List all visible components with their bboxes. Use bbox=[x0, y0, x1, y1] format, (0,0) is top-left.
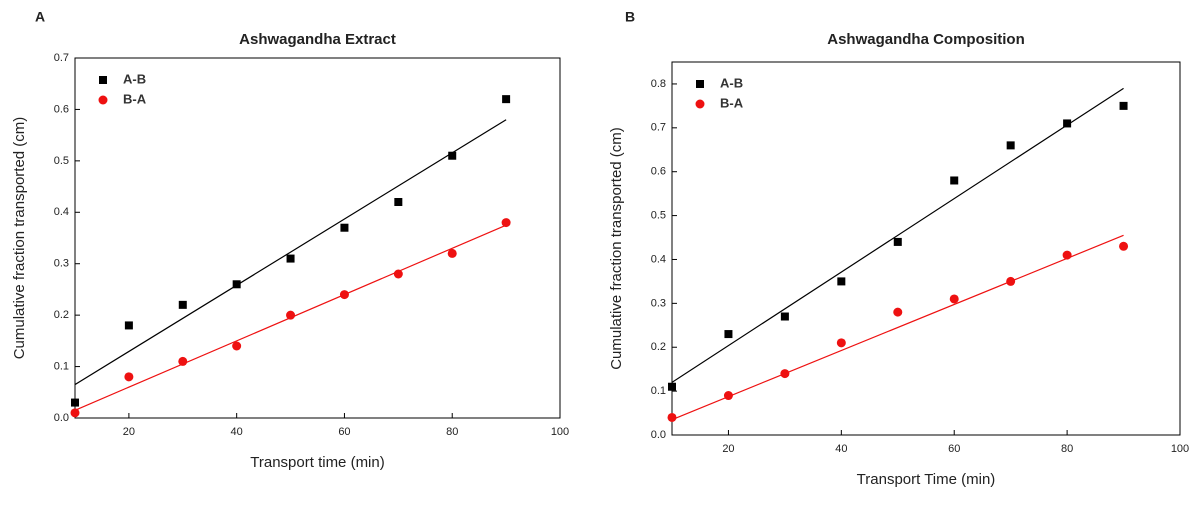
point bbox=[178, 356, 188, 366]
fit-line bbox=[74, 119, 507, 386]
legend-marker bbox=[696, 80, 704, 88]
legend-marker bbox=[99, 76, 107, 84]
point bbox=[232, 280, 241, 289]
point bbox=[780, 312, 789, 321]
point bbox=[836, 338, 846, 348]
x-tick-label: 100 bbox=[1171, 443, 1189, 455]
y-tick-label: 0.4 bbox=[651, 253, 666, 265]
y-tick-label: 0.7 bbox=[651, 122, 666, 134]
x-tick-label: 40 bbox=[231, 426, 243, 438]
point bbox=[124, 372, 134, 382]
point bbox=[124, 321, 133, 330]
y-tick-label: 0.0 bbox=[651, 429, 666, 441]
point bbox=[667, 412, 677, 422]
y-axis-label: Cumulative fraction transported (cm) bbox=[11, 117, 28, 360]
point bbox=[893, 237, 902, 246]
point bbox=[447, 248, 457, 258]
x-tick-label: 60 bbox=[338, 426, 350, 438]
point bbox=[502, 95, 511, 104]
x-axis-label: Transport time (min) bbox=[250, 454, 384, 471]
point bbox=[1119, 101, 1128, 110]
point bbox=[70, 408, 80, 418]
point bbox=[1119, 241, 1129, 251]
legend-marker bbox=[695, 99, 705, 109]
y-tick-label: 0.2 bbox=[54, 309, 69, 321]
y-tick-label: 0.1 bbox=[651, 385, 666, 397]
legend-label: A-B bbox=[720, 75, 743, 90]
y-tick-label: 0.8 bbox=[651, 78, 666, 90]
y-tick-label: 0.3 bbox=[651, 297, 666, 309]
point bbox=[1006, 276, 1016, 286]
y-tick-label: 0.3 bbox=[54, 258, 69, 270]
point bbox=[178, 300, 187, 309]
point bbox=[340, 223, 349, 232]
x-tick-label: 20 bbox=[722, 443, 734, 455]
panel-label: A bbox=[35, 9, 45, 25]
point bbox=[1006, 141, 1015, 150]
point bbox=[949, 294, 959, 304]
x-tick-label: 40 bbox=[835, 443, 847, 455]
x-tick-label: 100 bbox=[551, 426, 569, 438]
fit-line bbox=[671, 87, 1124, 383]
point bbox=[286, 254, 295, 263]
legend-marker bbox=[98, 95, 108, 105]
point bbox=[893, 307, 903, 317]
point bbox=[71, 398, 79, 407]
y-tick-label: 0.0 bbox=[54, 412, 69, 424]
point bbox=[668, 382, 676, 391]
y-tick-label: 0.5 bbox=[54, 155, 69, 167]
point bbox=[393, 269, 403, 279]
panel-label: B bbox=[625, 9, 635, 25]
point bbox=[1062, 250, 1072, 260]
plot-frame bbox=[74, 57, 561, 419]
legend-label: A-B bbox=[123, 71, 146, 86]
point bbox=[394, 198, 403, 206]
point bbox=[448, 151, 457, 160]
point bbox=[837, 277, 846, 286]
point bbox=[501, 218, 511, 228]
point bbox=[724, 330, 733, 339]
fit-line bbox=[671, 234, 1124, 421]
x-tick-label: 80 bbox=[1061, 443, 1073, 455]
point bbox=[286, 310, 296, 320]
chart-title: Ashwagandha Composition bbox=[827, 31, 1025, 48]
y-tick-label: 0.6 bbox=[54, 103, 69, 115]
y-tick-label: 0.5 bbox=[651, 209, 666, 221]
plot-frame bbox=[671, 61, 1181, 436]
point bbox=[339, 290, 349, 300]
x-tick-label: 20 bbox=[123, 426, 135, 438]
y-tick-label: 0.1 bbox=[54, 360, 69, 372]
x-tick-label: 80 bbox=[446, 426, 458, 438]
y-tick-label: 0.6 bbox=[651, 166, 666, 178]
legend-label: B-A bbox=[720, 95, 744, 110]
point bbox=[780, 369, 790, 379]
legend-label: B-A bbox=[123, 91, 147, 106]
point bbox=[1063, 119, 1072, 128]
y-tick-label: 0.7 bbox=[54, 52, 69, 64]
chart-title: Ashwagandha Extract bbox=[239, 31, 396, 48]
point bbox=[723, 391, 733, 401]
y-tick-label: 0.4 bbox=[54, 206, 69, 218]
point bbox=[232, 341, 242, 351]
x-axis-label: Transport Time (min) bbox=[857, 471, 996, 488]
y-axis-label: Cumulative fraction transported (cm) bbox=[608, 127, 625, 370]
x-tick-label: 60 bbox=[948, 443, 960, 455]
point bbox=[950, 176, 959, 185]
y-tick-label: 0.2 bbox=[651, 341, 666, 353]
